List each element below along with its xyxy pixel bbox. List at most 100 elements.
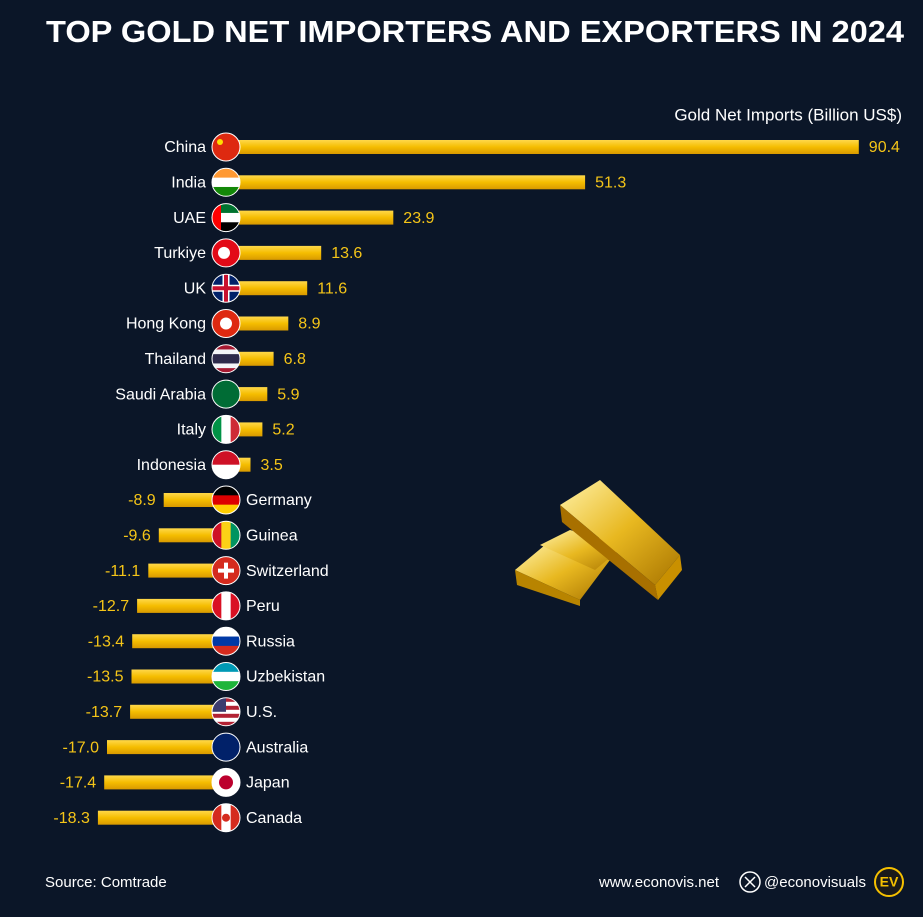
flag-border	[211, 379, 241, 409]
flag-stripe	[212, 358, 240, 364]
flag-stripe	[212, 636, 240, 647]
value-label: 3.5	[261, 457, 283, 474]
flag-cross	[212, 274, 240, 303]
flag-stripe	[212, 721, 240, 726]
flag-stripe	[212, 415, 222, 444]
flag-border	[211, 450, 241, 480]
bar	[226, 140, 859, 154]
category-label: Canada	[246, 810, 302, 827]
flag-stripe	[212, 212, 240, 223]
flag-border	[211, 697, 241, 727]
flag-border	[211, 520, 241, 550]
flag-stripe	[212, 504, 240, 514]
flag	[212, 415, 240, 444]
value-label: 6.8	[284, 351, 306, 368]
flag-sun	[219, 775, 233, 790]
flag-flower	[220, 317, 232, 330]
flag-border	[211, 556, 241, 586]
gold-illustration	[515, 480, 682, 606]
value-label: 5.9	[277, 386, 299, 403]
flag-border	[211, 132, 241, 162]
bar	[132, 634, 226, 649]
flag-stripe	[212, 222, 240, 232]
x-icon-mark	[744, 876, 756, 888]
category-label: Indonesia	[137, 457, 206, 474]
flag	[212, 662, 240, 691]
category-label: China	[164, 139, 206, 156]
flag-leaf	[222, 813, 230, 822]
flag-stripe	[212, 133, 240, 161]
flag-stripe	[212, 645, 240, 656]
handle: @econovisuals	[764, 874, 866, 891]
flag-crescent	[218, 246, 230, 259]
flag-border	[211, 591, 241, 621]
flag-border	[211, 344, 241, 374]
category-label: UAE	[173, 210, 206, 227]
bar	[107, 740, 226, 755]
bar	[130, 704, 226, 719]
flag-border	[211, 203, 241, 233]
value-label: -17.4	[60, 775, 97, 792]
bar	[137, 598, 226, 613]
flag-stripe	[212, 380, 240, 409]
flag-stripe	[212, 168, 240, 179]
flag-stripe	[212, 464, 240, 479]
category-label: India	[171, 175, 206, 192]
flag	[212, 203, 240, 232]
value-label: -13.7	[86, 704, 123, 721]
value-label: -8.9	[128, 492, 156, 509]
flag-stripe	[212, 203, 221, 232]
flag	[212, 733, 240, 762]
bar	[226, 316, 289, 331]
flag	[212, 309, 240, 338]
value-label: -12.7	[93, 598, 130, 615]
flag	[212, 238, 240, 267]
category-label: Peru	[246, 598, 280, 615]
logo-circle	[874, 867, 904, 897]
flag-stripe	[212, 803, 222, 832]
value-label: -18.3	[53, 810, 90, 827]
flag	[212, 380, 240, 409]
flag-stripe	[212, 344, 240, 350]
flag-stripe	[212, 203, 240, 214]
value-label: -13.5	[87, 669, 124, 686]
flag	[212, 344, 240, 373]
value-label: 51.3	[595, 175, 626, 192]
flag-stripe	[212, 709, 240, 715]
flag	[212, 591, 240, 620]
flag	[212, 627, 240, 656]
flag	[212, 768, 240, 797]
flag-stripe	[212, 521, 222, 550]
category-label: Italy	[177, 422, 206, 439]
flag-border	[211, 732, 241, 762]
flag	[212, 450, 240, 479]
flag-border	[211, 414, 241, 444]
logo: EV	[880, 874, 899, 890]
value-label: 5.2	[272, 422, 294, 439]
flag-stripe	[212, 354, 240, 360]
flag-stripe	[212, 177, 240, 188]
flag	[212, 274, 240, 303]
flag-stripe	[212, 717, 240, 723]
bar	[148, 563, 226, 578]
flag-stripe	[221, 591, 232, 620]
category-label: Switzerland	[246, 563, 329, 580]
flag	[212, 168, 240, 197]
flag-stripe	[212, 349, 240, 355]
category-label: Australia	[246, 739, 308, 756]
flag-cross	[218, 562, 234, 579]
flag-stripe	[221, 415, 232, 444]
value-label: 23.9	[403, 210, 434, 227]
flag-stripe	[212, 486, 240, 496]
flag-border	[211, 238, 241, 268]
flag-stripe	[212, 186, 240, 197]
website: www.econovis.net	[598, 874, 720, 891]
value-label: 8.9	[298, 316, 320, 333]
flag-border	[211, 273, 241, 303]
flag-border	[211, 662, 241, 691]
category-label: U.S.	[246, 704, 277, 721]
bar	[163, 493, 226, 507]
flag-border	[211, 167, 241, 197]
